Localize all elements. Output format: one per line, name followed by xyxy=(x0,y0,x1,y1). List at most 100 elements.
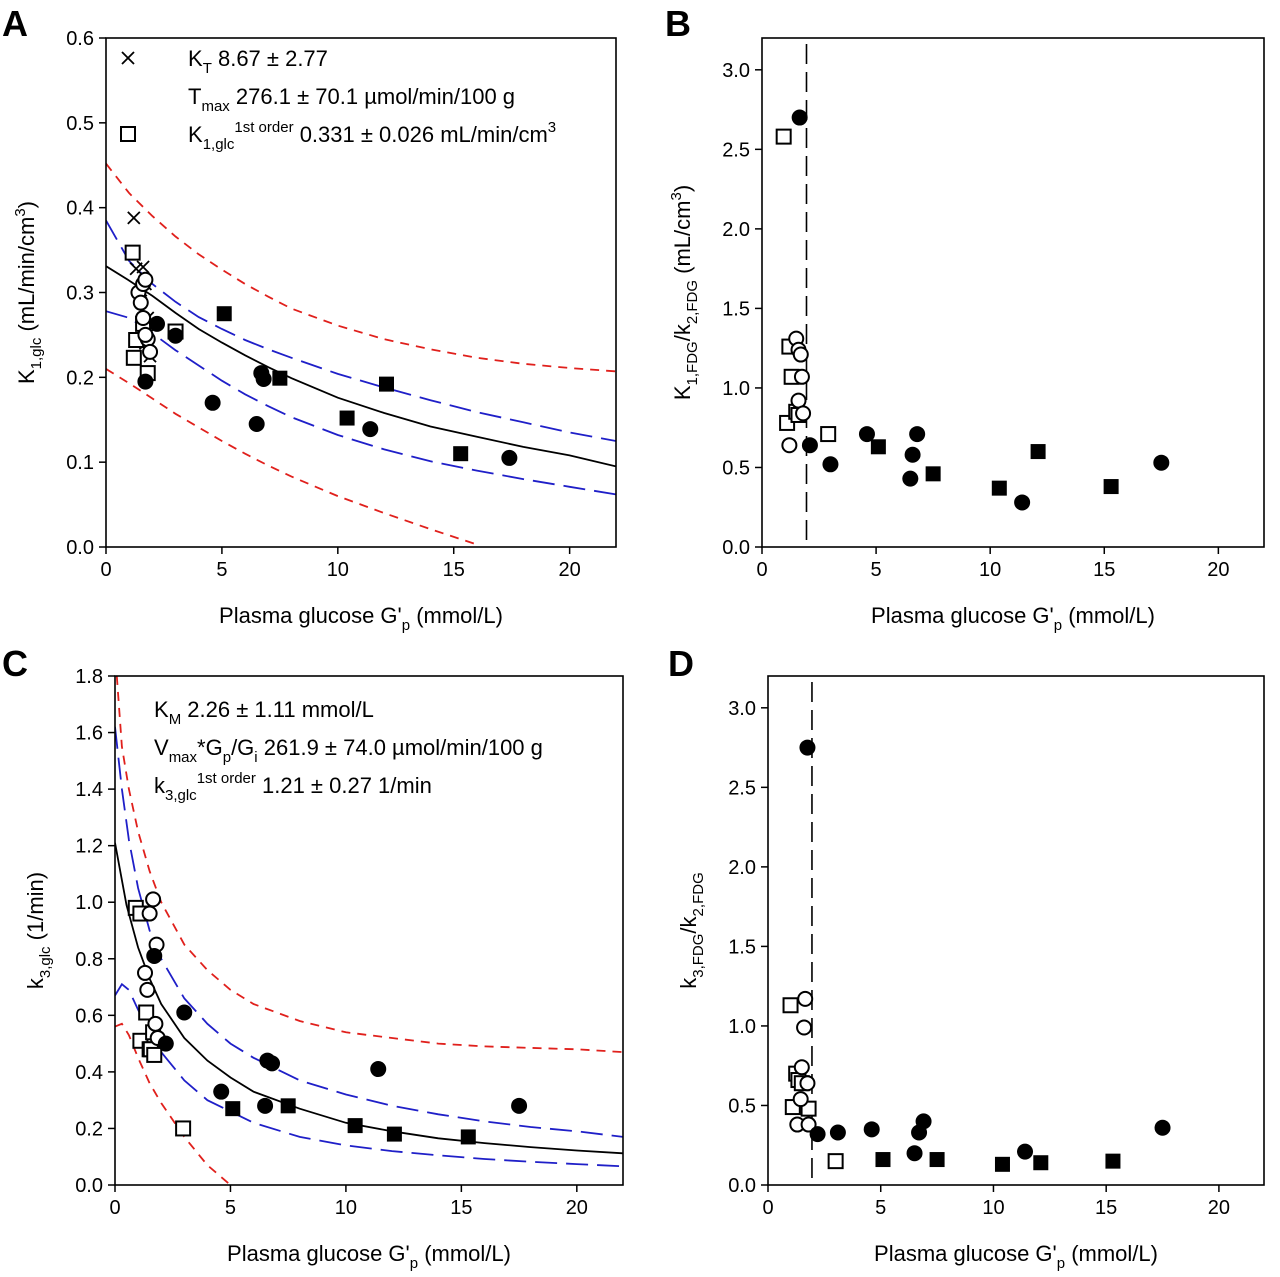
data-point xyxy=(800,1116,817,1133)
curve-red-dashed xyxy=(115,1022,232,1185)
y-tick-label: 0.4 xyxy=(66,198,94,220)
x-tick-label: 20 xyxy=(1208,1197,1230,1219)
data-point xyxy=(822,456,839,473)
data-point xyxy=(1105,1153,1121,1169)
data-point xyxy=(858,426,875,443)
y-tick-label: 0.6 xyxy=(66,28,94,50)
series-circle-filled xyxy=(146,947,528,1114)
data-point xyxy=(137,271,154,288)
data-point xyxy=(176,1004,193,1021)
data-point xyxy=(801,437,818,454)
y-tick-label: 0.2 xyxy=(66,367,94,389)
data-point xyxy=(137,964,154,981)
x-tick-label: 0 xyxy=(762,1197,773,1219)
y-axis-label-end: ) xyxy=(14,201,39,208)
annotation-part: V xyxy=(154,735,169,760)
y-tick-label: 1.0 xyxy=(722,378,750,400)
y-tick-label: 0.1 xyxy=(66,452,94,474)
data-point xyxy=(146,947,163,964)
curves-group xyxy=(106,163,616,546)
y-tick-label: 2.5 xyxy=(722,139,750,161)
y-axis-label-sub: 3,FDG xyxy=(690,934,707,978)
curve-blue-dashed xyxy=(115,982,623,1168)
data-point xyxy=(175,1120,192,1137)
annotation-text: k3,glc1st order 1.21 ± 0.27 1/min xyxy=(154,770,432,804)
data-point xyxy=(1033,1155,1049,1171)
data-point xyxy=(142,343,159,360)
annotation-part: 2.26 ± 1.11 mmol/L xyxy=(181,697,374,722)
x-axis-label-main: Plasma glucose G' xyxy=(871,603,1054,628)
data-point xyxy=(264,1055,281,1072)
series-square-filled xyxy=(875,1152,1121,1172)
data-point xyxy=(204,394,221,411)
data-point xyxy=(386,1126,402,1142)
x-axis-label: Plasma glucose G'p (mmol/L) xyxy=(874,1241,1158,1272)
x-tick-label: 5 xyxy=(871,559,882,581)
plot-frame xyxy=(114,675,624,1186)
annotation-part: 1.21 ± 0.27 1/min xyxy=(256,773,432,798)
data-point xyxy=(915,1113,932,1130)
y-tick-label: 3.0 xyxy=(728,698,756,720)
y-axis-label-tail: (mL/min/cm xyxy=(14,217,39,338)
x-axis-label: Plasma glucose G'p (mmol/L) xyxy=(227,1241,511,1272)
data-point xyxy=(792,1091,809,1108)
data-point xyxy=(460,1129,476,1145)
data-point xyxy=(809,1126,826,1143)
annotation-part: K xyxy=(188,122,203,147)
data-point xyxy=(797,990,814,1007)
series-circle-filled xyxy=(791,109,1170,511)
y-axis-label-sub: 3,glc xyxy=(37,946,54,978)
annotation-text: Tmax 276.1 ± 70.1 µmol/min/100 g xyxy=(188,84,515,115)
annotation-part: *G xyxy=(197,735,223,760)
annotation-part: T xyxy=(203,60,212,77)
y-axis-label-tail: /k xyxy=(676,915,701,933)
data-point xyxy=(167,327,184,344)
x-axis-label-main: Plasma glucose G' xyxy=(219,603,402,628)
curves-group xyxy=(115,676,623,1185)
x-axis-label-tail: (mmol/L) xyxy=(1065,1241,1158,1266)
y-axis-label-sub2: 2,FDG xyxy=(684,280,701,324)
data-point xyxy=(775,128,792,145)
data-point xyxy=(248,415,265,432)
y-axis-label-sup: 3 xyxy=(12,208,29,216)
data-point xyxy=(255,371,272,388)
data-point xyxy=(146,1046,163,1063)
y-tick-label: 0.0 xyxy=(75,1175,103,1197)
x-axis-label-main: Plasma glucose G' xyxy=(874,1241,1057,1266)
series-circle-open xyxy=(130,271,159,360)
x-axis-label-sub: p xyxy=(1057,1255,1065,1272)
x-axis-label: Plasma glucose G'p (mmol/L) xyxy=(871,603,1155,634)
data-point xyxy=(792,346,809,363)
x-tick-label: 15 xyxy=(443,559,465,581)
series-circle-open xyxy=(789,990,817,1133)
data-point xyxy=(929,1152,945,1168)
data-point xyxy=(132,294,149,311)
plot-frame xyxy=(105,37,617,548)
plot-frame xyxy=(761,37,1265,548)
curve-blue-dashed xyxy=(115,726,623,1138)
y-axis-label-main: k xyxy=(676,977,701,989)
data-point xyxy=(1017,1143,1034,1160)
x-axis-label: Plasma glucose G'p (mmol/L) xyxy=(219,603,503,634)
panel-d: D 0 5 10 15 20 0.0 0.5 1.0 1.5 2.0 2.5 3.0 Plasma glu… xyxy=(668,643,1265,1272)
curve-black-solid xyxy=(106,265,616,468)
annotation-part: 1,glc xyxy=(203,136,235,153)
legend-marker xyxy=(121,51,135,65)
annotation-part: max xyxy=(201,98,230,115)
annotation-part: 0.331 ± 0.026 mL/min/cm xyxy=(294,122,548,147)
data-point xyxy=(1103,479,1119,495)
data-point xyxy=(820,426,837,443)
y-tick-label: 2.0 xyxy=(722,219,750,241)
y-tick-label: 0.5 xyxy=(722,457,750,479)
x-tick-label: 10 xyxy=(982,1197,1004,1219)
curve-red-dashed xyxy=(115,676,623,1053)
annotation-part: i xyxy=(254,749,257,766)
y-tick-label: 1.4 xyxy=(75,779,103,801)
y-tick-label: 1.6 xyxy=(75,723,103,745)
data-point xyxy=(127,211,141,225)
x-axis-label-tail: (mmol/L) xyxy=(410,603,503,628)
data-point xyxy=(379,376,394,392)
data-point xyxy=(994,1156,1010,1172)
data-point xyxy=(157,1035,174,1052)
y-axis-label-end: ) xyxy=(670,185,695,192)
